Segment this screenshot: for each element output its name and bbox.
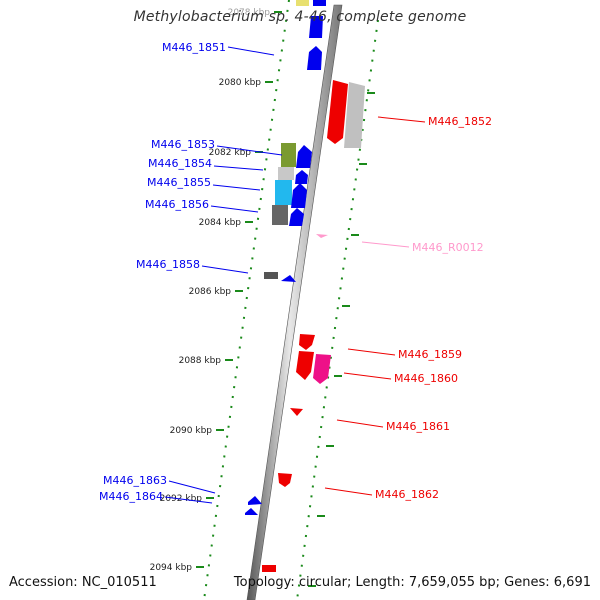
gene-leader-line: [361, 241, 410, 248]
gene-arrow-m446-1861[interactable]: [290, 408, 303, 416]
gene-box-m446-1856[interactable]: [272, 205, 288, 225]
gene-label[interactable]: M446_1853: [151, 138, 215, 151]
gene-arrow-m446-1858[interactable]: [281, 275, 296, 282]
gene-leader-line: [213, 165, 264, 171]
gene-label[interactable]: M446_1859: [398, 348, 462, 361]
gene-arrow-m446-1852[interactable]: [327, 80, 348, 144]
gene-label[interactable]: M446_1854: [148, 157, 212, 170]
left-dotted-track: [203, 0, 290, 600]
map-title: Methylobacterium sp. 4-46, complete geno…: [133, 9, 467, 25]
gene-label[interactable]: M446_1855: [147, 176, 211, 189]
gene-arrow-m446-1853[interactable]: [296, 145, 312, 168]
tick-label: 2094 kbp: [150, 563, 193, 573]
gene-arrow-m446-1855[interactable]: [291, 183, 307, 208]
gene-arrow-m446-1851b[interactable]: [307, 46, 322, 70]
gene-label[interactable]: M446_1863: [103, 474, 167, 487]
gene-leader-line: [164, 496, 213, 504]
gene-arrow-m446-1854[interactable]: [295, 170, 308, 184]
gene-leader-line: [168, 480, 216, 494]
gene-label[interactable]: M446_1864: [99, 490, 163, 503]
feature-top-blue[interactable]: [313, 0, 326, 6]
gene-arrow-m446-1860[interactable]: [313, 354, 331, 384]
gene-label[interactable]: M446_1862: [375, 488, 439, 501]
gene-arrow-m446-1856[interactable]: [289, 208, 304, 226]
gene-label[interactable]: M446_R0012: [412, 241, 484, 254]
gene-box-m446-1858[interactable]: [264, 272, 278, 279]
gene-arrow-m446-1862[interactable]: [278, 473, 292, 487]
gene-box-m446-1853[interactable]: [281, 143, 296, 167]
tick-label: 2090 kbp: [170, 426, 213, 436]
gene-leader-line: [336, 419, 384, 428]
gene-leader-line: [227, 46, 275, 56]
gene-leader-line: [343, 372, 392, 380]
gene-leader-line: [377, 116, 426, 123]
gene-label[interactable]: M446_1852: [428, 115, 492, 128]
accession-text: Accession: NC_010511: [9, 575, 157, 590]
gene-labels: M446_1851 M446_1852 M446_1853 M446_1854 M446…: [99, 41, 492, 504]
tick-label: 2078 kbp: [228, 8, 271, 18]
gene-arrow-m446-1859b[interactable]: [296, 351, 314, 380]
gene-leader-line: [347, 348, 396, 356]
gene-label[interactable]: M446_1861: [386, 420, 450, 433]
tick-label: 2082 kbp: [209, 148, 252, 158]
feature-bottom-red[interactable]: [262, 565, 276, 572]
gene-label[interactable]: M446_1858: [136, 258, 200, 271]
position-ticks: 2078 kbp 2080 kbp 2082 kbp 2084 kbp 2086 kbp…: [150, 8, 375, 587]
gene-arrow-m446-1851[interactable]: [309, 16, 323, 38]
gene-leader-line: [216, 145, 283, 156]
gene-arrow-m446-1852-shadow[interactable]: [344, 82, 365, 148]
gene-leader-line: [212, 184, 261, 191]
gene-label[interactable]: M446_1856: [145, 198, 209, 211]
gene-arrow-m446-1859[interactable]: [299, 334, 315, 350]
gene-box-m446-1854[interactable]: [278, 167, 294, 180]
gene-leader-line: [201, 265, 249, 274]
gene-box-m446-1855[interactable]: [275, 180, 292, 205]
gene-arrow-m446-r0012[interactable]: [316, 234, 328, 238]
gene-label[interactable]: M446_1851: [162, 41, 226, 54]
gene-leader-line: [210, 205, 259, 213]
gene-arrow-m446-1863[interactable]: [248, 496, 262, 505]
gene-label[interactable]: M446_1860: [394, 372, 458, 385]
tick-label: 2084 kbp: [199, 218, 242, 228]
gene-leader-line: [324, 487, 373, 496]
tick-label: 2088 kbp: [179, 356, 222, 366]
gene-arrow-m446-1864[interactable]: [245, 508, 258, 515]
tick-label: 2080 kbp: [219, 78, 262, 88]
tick-label: 2086 kbp: [189, 287, 232, 297]
genome-backbone: [246, 4, 343, 600]
feature-top-yellow[interactable]: [296, 0, 309, 6]
genome-summary-text: Topology: circular; Length: 7,659,055 bp…: [233, 575, 591, 590]
